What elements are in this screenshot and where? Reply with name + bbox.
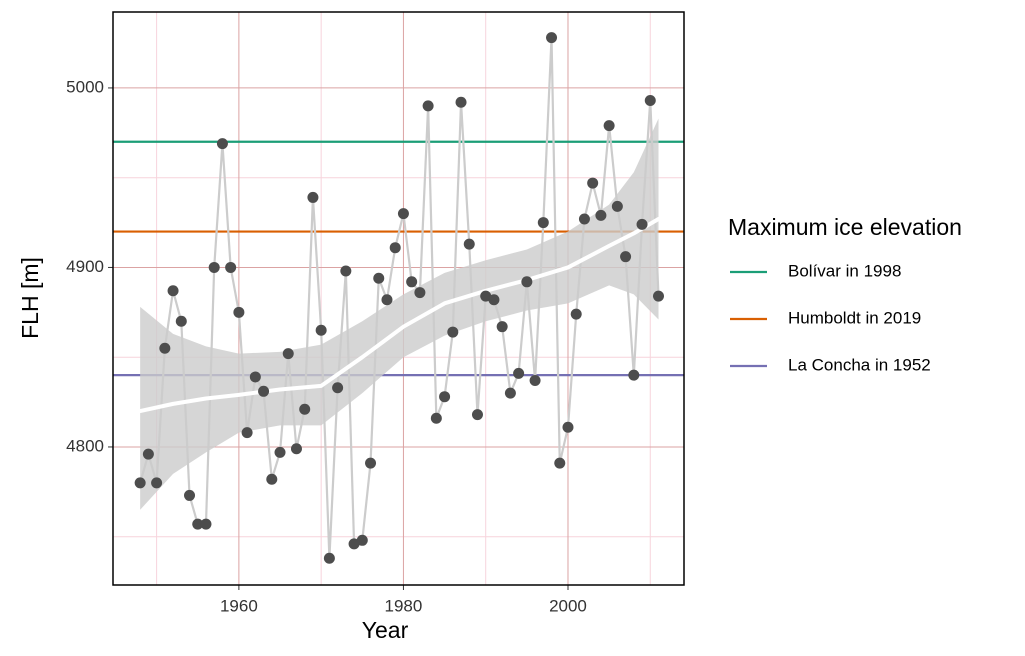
data-point [200,518,212,530]
data-point [241,427,253,439]
data-point [356,534,368,546]
legend-label: La Concha in 1952 [788,355,931,374]
data-point [554,457,566,469]
data-point [274,446,286,458]
data-point [578,213,590,225]
data-point [373,272,385,284]
data-point [266,473,278,485]
data-point [192,518,204,530]
data-point [365,457,377,469]
plot-border [112,11,685,586]
x-tick-label: 2000 [549,596,587,615]
data-point [471,409,483,421]
legend-title: Maximum ice elevation [728,214,962,240]
data-point [652,290,664,302]
data-point [504,387,516,399]
data-point [529,375,541,387]
data-point [381,294,393,306]
legend-label: Bolívar in 1998 [788,261,901,280]
data-point [151,477,163,489]
data-point [521,276,533,288]
y-tick-label: 4800 [66,436,104,455]
data-point [315,324,327,336]
data-point [455,96,467,108]
data-line [139,37,660,559]
y-axis-label: FLH [m] [17,257,43,339]
data-point [216,138,228,150]
data-point [488,294,500,306]
legend-label: Humboldt in 2019 [788,308,921,327]
data-point [233,306,245,318]
data-point [562,421,574,433]
y-tick-label: 5000 [66,77,104,96]
data-point [537,217,549,229]
data-point [546,32,558,44]
x-axis-label: Year [362,617,409,643]
smooth-line [138,216,661,414]
data-point [414,287,426,299]
data-point [282,348,294,360]
data-point [249,371,261,383]
data-point [389,242,401,254]
data-point [603,120,615,132]
data-point [142,448,154,460]
y-tick-label: 4900 [66,257,104,276]
data-point [290,443,302,455]
data-point [348,538,360,550]
data-point [644,94,656,106]
data-point [323,552,335,564]
data-point [307,191,319,203]
data-point [636,218,648,230]
confidence-band [140,118,659,510]
data-point [167,285,179,297]
data-point [340,265,352,277]
data-point [430,412,442,424]
data-point [225,261,237,273]
data-point [628,369,640,381]
data-point [570,308,582,320]
data-point [397,208,409,220]
data-point [299,403,311,415]
data-point [208,261,220,273]
x-tick-label: 1980 [385,596,423,615]
data-point [611,200,623,212]
data-point [332,382,344,394]
data-point [513,367,525,379]
data-point [496,321,508,333]
data-point [258,385,270,397]
data-point [134,477,146,489]
data-point [184,489,196,501]
data-point [587,177,599,189]
data-point [439,391,451,403]
data-point [595,209,607,221]
data-point [463,238,475,250]
data-point [447,326,459,338]
data-point [480,290,492,302]
data-point [620,251,632,263]
data-point [422,100,434,112]
data-point [406,276,418,288]
data-point [175,315,187,327]
data-point [159,342,171,354]
x-tick-label: 1960 [220,596,258,615]
